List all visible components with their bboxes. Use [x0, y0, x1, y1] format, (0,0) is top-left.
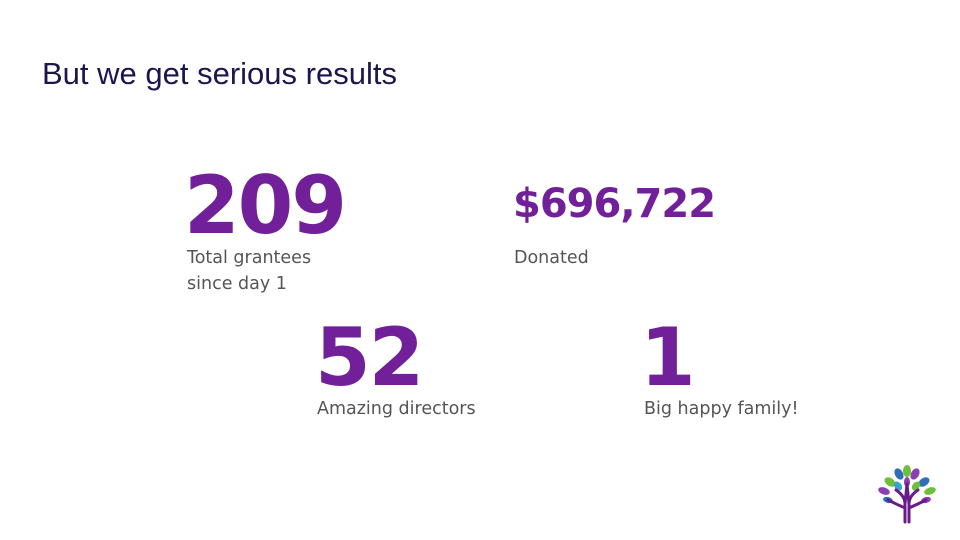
stat-label: Amazing directors [317, 399, 476, 419]
stat-label: Total grantees since day 1 [187, 248, 312, 294]
stat-value: 1 [640, 311, 696, 404]
logo [878, 465, 936, 524]
stat-label: Big happy family! [644, 399, 799, 419]
stat-value: 52 [315, 311, 424, 404]
leaves [878, 465, 936, 504]
stat-value: $696,722 [513, 181, 716, 227]
stat-value: 209 [184, 159, 347, 252]
stat-label: Donated [514, 248, 589, 268]
trunk [886, 482, 928, 524]
slide-title: But we get serious results [42, 56, 397, 91]
